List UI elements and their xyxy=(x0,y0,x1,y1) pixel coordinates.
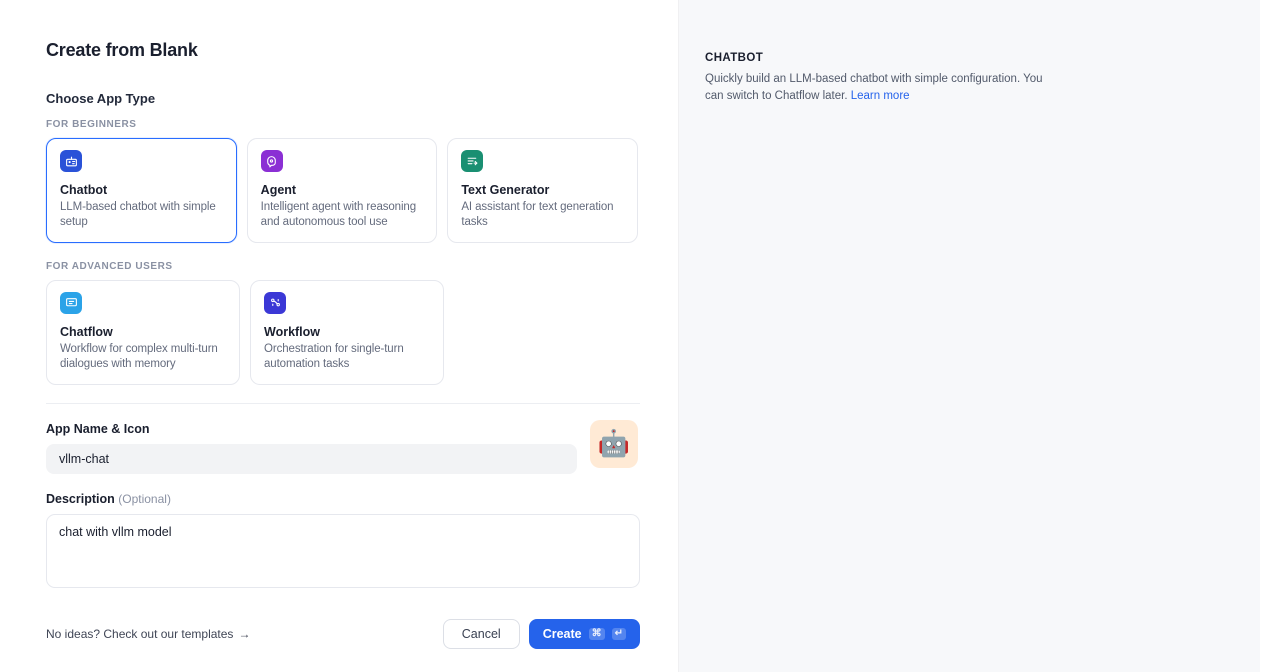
card-description: Intelligent agent with reasoning and aut… xyxy=(260,201,417,228)
app-name-input[interactable] xyxy=(46,443,577,474)
card-title: Text Generator xyxy=(461,183,550,197)
footer-buttons: Cancel Create ⌘ ↵ xyxy=(442,618,640,649)
card-description: AI assistant for text generation tasks xyxy=(461,201,614,228)
templates-link-text: No ideas? Check out our templates xyxy=(46,626,234,641)
beginner-app-type-cards: Chatbot LLM-based chatbot with simple se… xyxy=(46,138,639,243)
create-button-label: Create xyxy=(542,626,582,641)
modal-footer: No ideas? Check out our templates → Canc… xyxy=(46,618,640,649)
card-description: LLM-based chatbot with simple setup xyxy=(60,201,216,228)
app-name-label-text: App Name & Icon xyxy=(46,421,150,436)
page-title: Create from Blank xyxy=(46,40,198,60)
advanced-app-type-cards: Chatflow Workflow for complex multi-turn… xyxy=(46,279,638,385)
cancel-button-label: Cancel xyxy=(461,626,501,641)
app-name-label: App Name & Icon xyxy=(46,422,638,436)
app-name-row: 🤖 xyxy=(46,419,638,474)
cmd-key-badge: ⌘ xyxy=(588,627,605,640)
create-from-blank-pane: Create from Blank Choose App Type FOR BE… xyxy=(46,0,679,672)
info-description: Quickly build an LLM-based chatbot with … xyxy=(705,71,1055,104)
card-description: Orchestration for single-turn automation… xyxy=(264,342,404,370)
robot-emoji-icon: 🤖 xyxy=(597,428,631,459)
description-textarea[interactable] xyxy=(46,513,640,588)
workflow-icon xyxy=(264,291,286,314)
app-icon-picker[interactable]: 🤖 xyxy=(590,419,638,468)
app-type-card-workflow[interactable]: Workflow Orchestration for single-turn a… xyxy=(250,279,444,385)
for-beginners-label: FOR BEGINNERS xyxy=(46,119,137,130)
chatbot-icon xyxy=(60,150,82,172)
info-title: CHATBOT xyxy=(705,52,764,64)
create-button[interactable]: Create ⌘ ↵ xyxy=(528,618,640,649)
choose-app-type-label: Choose App Type xyxy=(46,91,156,106)
app-type-card-agent[interactable]: Agent Intelligent agent with reasoning a… xyxy=(246,138,438,243)
description-optional-text: (Optional) xyxy=(118,491,171,506)
description-label: Description (Optional) xyxy=(46,492,638,506)
learn-more-link[interactable]: Learn more xyxy=(850,89,910,102)
card-title: Chatflow xyxy=(60,324,113,339)
info-description-text: Quickly build an LLM-based chatbot with … xyxy=(705,73,1043,102)
app-type-card-chatflow[interactable]: Chatflow Workflow for complex multi-turn… xyxy=(46,279,240,385)
cancel-button[interactable]: Cancel xyxy=(442,618,520,649)
arrow-right-icon: → xyxy=(238,626,251,641)
card-title: Workflow xyxy=(264,324,321,339)
app-type-card-text-generator[interactable]: Text Generator AI assistant for text gen… xyxy=(447,138,639,243)
divider xyxy=(46,402,640,404)
templates-link[interactable]: No ideas? Check out our templates → xyxy=(46,627,250,641)
text-generator-icon xyxy=(461,150,484,172)
app-type-info-pane: CHATBOT Quickly build an LLM-based chatb… xyxy=(679,0,1260,672)
card-description: Workflow for complex multi-turn dialogue… xyxy=(60,342,218,370)
card-title: Chatbot xyxy=(60,183,108,197)
enter-key-badge: ↵ xyxy=(611,627,626,640)
chatflow-icon xyxy=(60,291,82,314)
agent-icon xyxy=(260,150,283,172)
card-title: Agent xyxy=(260,183,297,197)
app-type-card-chatbot[interactable]: Chatbot LLM-based chatbot with simple se… xyxy=(46,138,237,243)
description-label-text: Description xyxy=(46,491,115,506)
for-advanced-users-label: FOR ADVANCED USERS xyxy=(46,260,173,272)
